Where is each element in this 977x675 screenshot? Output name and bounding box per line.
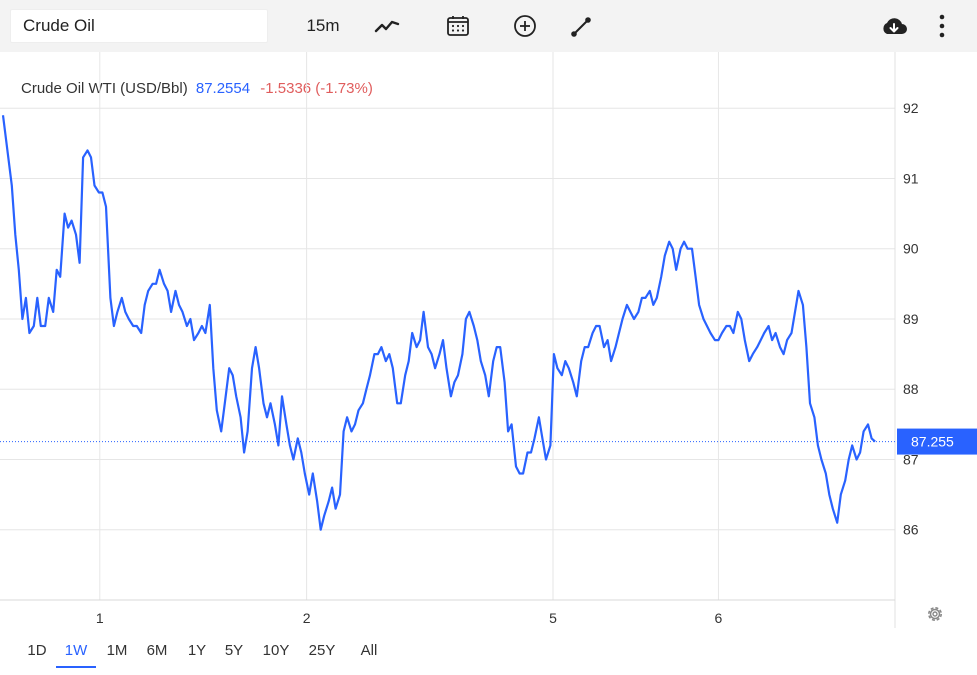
x-tick-label: 6: [715, 610, 723, 626]
chart-legend: Crude Oil WTI (USD/Bbl) 87.2554 -1.5336 …: [21, 80, 373, 97]
y-tick-label: 89: [903, 311, 919, 327]
y-tick-label: 86: [903, 522, 919, 538]
range-10y[interactable]: 10Y: [262, 642, 290, 659]
price-chart[interactable]: 86 87 88 89 90 91 92 1 2 5 6 87.255: [0, 52, 977, 630]
more-icon[interactable]: [932, 13, 952, 39]
current-price: 87.2554: [195, 80, 251, 97]
x-tick-label: 5: [549, 610, 557, 626]
calendar-icon[interactable]: [445, 13, 471, 39]
range-6m[interactable]: 6M: [146, 642, 168, 659]
draw-line-icon[interactable]: [568, 14, 594, 40]
last-price-label-text: 87.255: [911, 434, 954, 450]
search-input[interactable]: [10, 9, 268, 43]
y-tick-label: 90: [903, 241, 919, 257]
range-1w[interactable]: 1W: [56, 636, 96, 668]
x-tick-label: 2: [303, 610, 311, 626]
add-indicator-icon[interactable]: [512, 13, 538, 39]
price-line: [1, 115, 876, 531]
x-tick-label: 1: [96, 610, 104, 626]
instrument-name: Crude Oil WTI (USD/Bbl): [21, 80, 188, 97]
download-icon[interactable]: [880, 14, 908, 38]
price-change: -1.5336 (-1.73%): [260, 80, 373, 97]
range-25y[interactable]: 25Y: [308, 642, 336, 659]
range-5y[interactable]: 5Y: [224, 642, 244, 659]
y-tick-label: 87: [903, 451, 919, 467]
chart-settings-gear-icon[interactable]: [925, 604, 945, 624]
interval-button[interactable]: 15m: [306, 16, 340, 35]
last-price-label: 87.255: [897, 428, 977, 455]
toolbar: 15m: [0, 0, 977, 52]
range-1y[interactable]: 1Y: [187, 642, 207, 659]
range-1m[interactable]: 1M: [106, 642, 128, 659]
line-chart-icon[interactable]: [372, 14, 402, 38]
y-tick-label: 91: [903, 170, 919, 186]
y-tick-label: 88: [903, 381, 919, 397]
range-all[interactable]: All: [360, 642, 378, 659]
range-1d[interactable]: 1D: [27, 642, 47, 659]
y-tick-label: 92: [903, 100, 919, 116]
